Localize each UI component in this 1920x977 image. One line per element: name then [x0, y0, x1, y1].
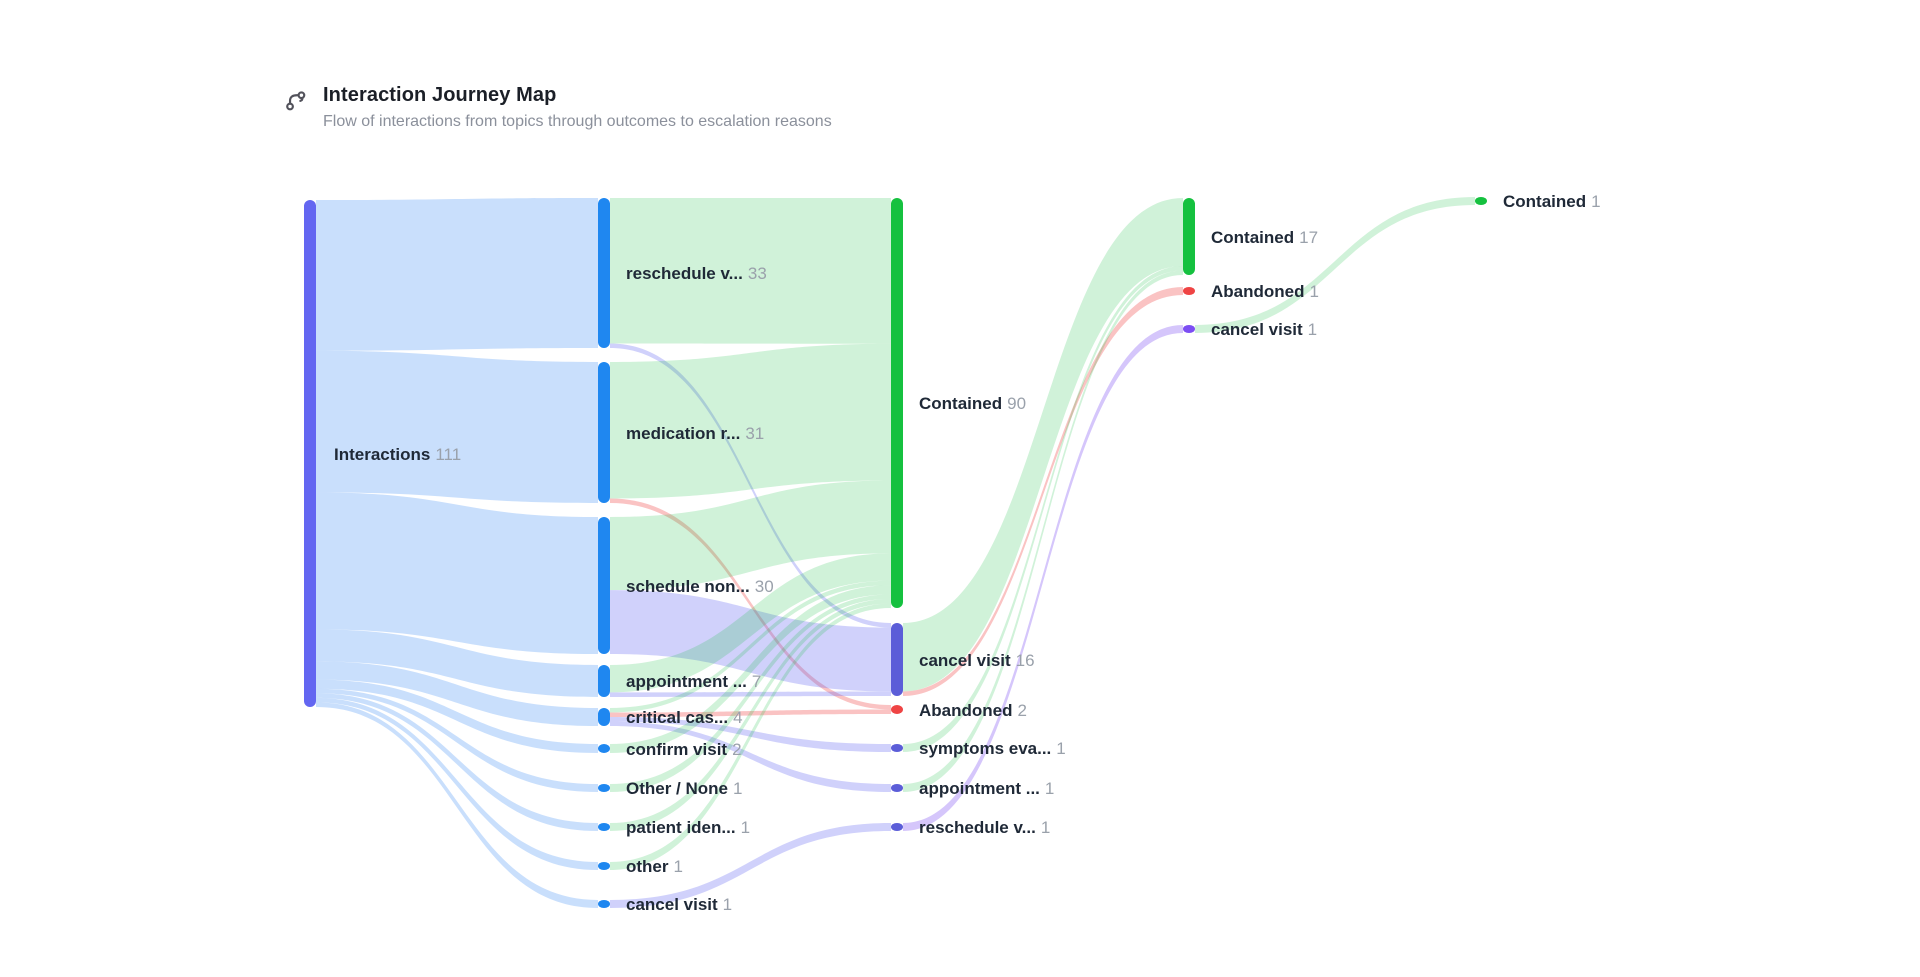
sankey-node-other_none1[interactable]: [598, 784, 610, 792]
sankey-node-schedule_non1[interactable]: [598, 517, 610, 654]
sankey-node-reschedule_v1[interactable]: [598, 198, 610, 348]
sankey-node-symptoms_eva_2[interactable]: [891, 744, 903, 752]
sankey-node-critical_cas1[interactable]: [598, 708, 610, 726]
sankey-link-interactions-to-reschedule_v1[interactable]: [316, 198, 598, 351]
sankey-node-interactions[interactable]: [304, 200, 316, 707]
sankey-link-critical_cas1-to-symptoms_eva_2[interactable]: [610, 717, 891, 752]
sankey-node-cancel_visit1[interactable]: [598, 900, 610, 908]
sankey-link-interactions-to-appointment_1[interactable]: [316, 629, 598, 697]
sankey-link-cancel_visit_2-to-abandoned_3[interactable]: [903, 287, 1183, 696]
sankey-link-interactions-to-patient_iden1[interactable]: [316, 693, 598, 831]
sankey-link-medication_r1-to-abandoned_2[interactable]: [610, 498, 891, 710]
sankey-link-interactions-to-schedule_non1[interactable]: [316, 492, 598, 654]
sankey-node-reschedule_v_2[interactable]: [891, 823, 903, 831]
sankey-link-medication_r1-to-contained_2[interactable]: [610, 343, 891, 499]
sankey-node-contained_4[interactable]: [1475, 197, 1487, 205]
sankey-link-cancel_visit_2-to-contained_3[interactable]: [903, 198, 1183, 692]
sankey-link-symptoms_eva_2-to-contained_3[interactable]: [903, 265, 1183, 752]
sankey-link-appointment_2-to-contained_3[interactable]: [903, 270, 1183, 792]
sankey-node-abandoned_2[interactable]: [891, 705, 903, 714]
sankey-link-reschedule_v_2-to-cancel_visit_3[interactable]: [903, 325, 1183, 831]
sankey-link-critical_cas1-to-appointment_2[interactable]: [610, 721, 891, 793]
sankey-link-critical_cas1-to-abandoned_2[interactable]: [610, 709, 891, 718]
sankey-node-cancel_visit_2[interactable]: [891, 623, 903, 696]
sankey-node-contained_2[interactable]: [891, 198, 903, 608]
sankey-link-interactions-to-critical_cas1[interactable]: [316, 661, 598, 726]
sankey-link-schedule_non1-to-contained_2[interactable]: [610, 480, 891, 591]
sankey-node-confirm_visit1[interactable]: [598, 744, 610, 753]
sankey-node-appointment_1[interactable]: [598, 665, 610, 697]
page-subtitle: Flow of interactions from topics through…: [323, 113, 832, 130]
sankey-node-other1[interactable]: [598, 862, 610, 870]
sankey-link-other1-to-contained_2[interactable]: [610, 603, 891, 870]
sankey-link-confirm_visit1-to-contained_2[interactable]: [610, 585, 891, 753]
page-title: Interaction Journey Map: [323, 84, 557, 106]
sankey-link-appointment_1-to-contained_2[interactable]: [610, 553, 891, 693]
sankey-link-appointment_1-to-cancel_visit_2[interactable]: [610, 691, 891, 697]
sankey-link-patient_iden1-to-contained_2[interactable]: [610, 598, 891, 831]
sankey-link-interactions-to-other1[interactable]: [316, 697, 598, 870]
sankey-link-schedule_non1-to-cancel_visit_2[interactable]: [610, 590, 891, 692]
sankey-node-contained_3[interactable]: [1183, 198, 1195, 275]
journey-route-icon: [286, 91, 306, 111]
sankey-link-cancel_visit1-to-reschedule_v_2[interactable]: [610, 823, 891, 908]
sankey-link-reschedule_v1-to-cancel_visit_2[interactable]: [610, 343, 891, 628]
sankey-link-cancel_visit_3-to-contained_4[interactable]: [1195, 197, 1475, 333]
sankey-link-reschedule_v1-to-contained_2[interactable]: [610, 198, 891, 344]
sankey-link-interactions-to-cancel_visit1[interactable]: [316, 702, 598, 908]
sankey-link-interactions-to-medication_r1[interactable]: [316, 350, 598, 503]
sankey-node-appointment_2[interactable]: [891, 784, 903, 792]
sankey-link-interactions-to-confirm_visit1[interactable]: [316, 679, 598, 753]
sankey-link-other_none1-to-contained_2[interactable]: [610, 594, 891, 792]
sankey-node-abandoned_3[interactable]: [1183, 287, 1195, 295]
sankey-link-interactions-to-other_none1[interactable]: [316, 688, 598, 792]
sankey-node-medication_r1[interactable]: [598, 362, 610, 503]
sankey-link-critical_cas1-to-contained_2[interactable]: [610, 580, 891, 713]
sankey-node-cancel_visit_3[interactable]: [1183, 325, 1195, 333]
sankey-node-patient_iden1[interactable]: [598, 823, 610, 831]
